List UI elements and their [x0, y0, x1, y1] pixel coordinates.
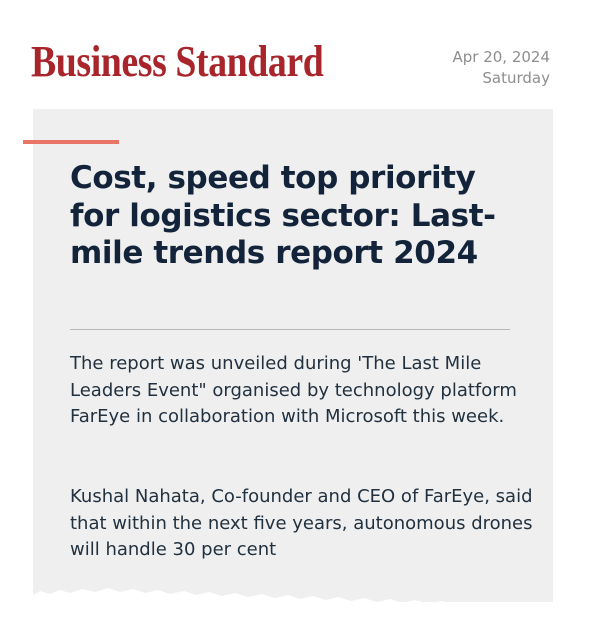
article-card [33, 109, 553, 602]
torn-paper-edge [0, 588, 553, 630]
article-headline: Cost, speed top priority for logistics s… [70, 160, 496, 271]
accent-bar [23, 140, 119, 144]
article-paragraph-1: The report was unveiled during 'The Last… [70, 353, 517, 427]
article-paragraph-2: Kushal Nahata, Co-founder and CEO of Far… [70, 486, 533, 560]
dateline: Apr 20, 2024 Saturday [452, 47, 550, 89]
masthead-logo: Business Standard [31, 37, 324, 86]
publish-weekday: Saturday [482, 69, 550, 87]
headline-divider [70, 329, 510, 330]
publish-date: Apr 20, 2024 [452, 48, 550, 66]
